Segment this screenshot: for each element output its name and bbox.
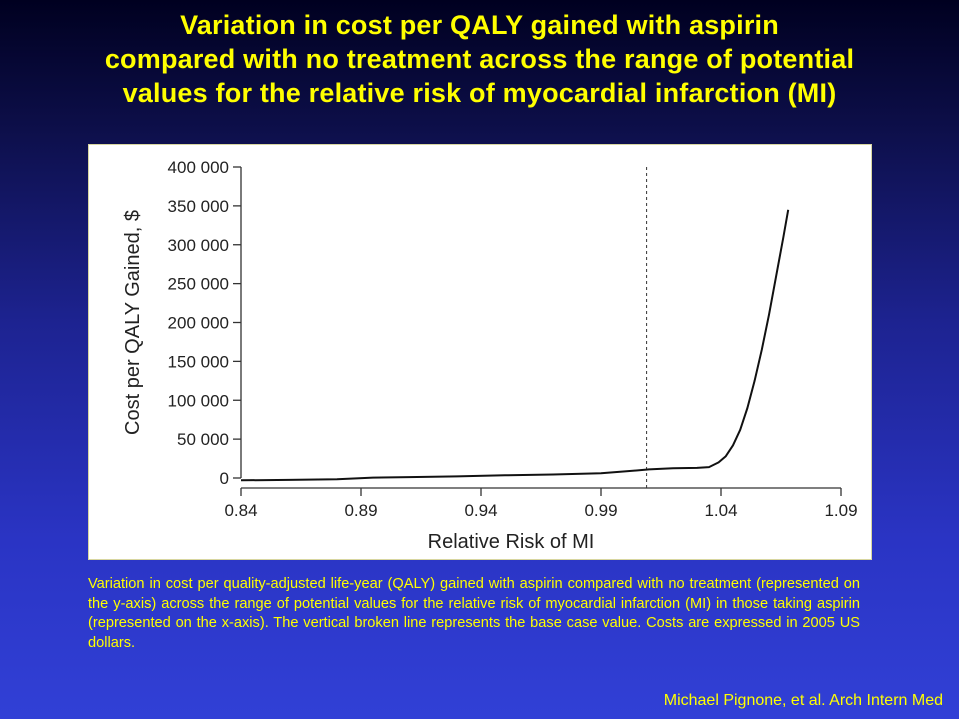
- x-tick-label: 0.94: [464, 501, 497, 520]
- y-tick-label: 0: [220, 469, 229, 488]
- x-tick-label: 1.04: [704, 501, 737, 520]
- y-axis-title: Cost per QALY Gained, $: [122, 210, 144, 435]
- x-tick-label: 0.89: [344, 501, 377, 520]
- slide-title: Variation in cost per QALY gained with a…: [0, 8, 959, 110]
- y-tick-label: 300 000: [168, 236, 229, 255]
- chart-panel: 0 50 000 100 000 150 000 200 000 250 000 300 0…: [88, 144, 872, 560]
- y-tick-label: 200 000: [168, 314, 229, 333]
- y-tick-label: 400 000: [168, 158, 229, 177]
- y-tick-label: 150 000: [168, 352, 229, 371]
- source-credit: Michael Pignone, et al. Arch Intern Med: [663, 692, 943, 709]
- x-axis: 0.84 0.89 0.94 0.99 1.04 1.09: [224, 487, 858, 520]
- title-line-1: Variation in cost per QALY gained with a…: [180, 10, 779, 40]
- x-tick-label: 1.09: [824, 501, 857, 520]
- title-line-3: values for the relative risk of myocardi…: [122, 78, 837, 108]
- y-tick-label: 50 000: [177, 430, 229, 449]
- title-line-2: compared with no treatment across the ra…: [104, 44, 855, 74]
- x-tick-label: 0.84: [224, 501, 257, 520]
- y-tick-label: 250 000: [168, 275, 229, 294]
- chart-marks: [240, 167, 790, 488]
- y-tick-label: 350 000: [168, 197, 229, 216]
- figure-caption: Variation in cost per quality-adjusted l…: [88, 576, 860, 651]
- y-tick-label: 100 000: [168, 391, 229, 410]
- cost-per-qaly-chart: 0 50 000 100 000 150 000 200 000 250 000 300 0…: [122, 158, 858, 553]
- series-line: [240, 209, 790, 482]
- x-axis-title: Relative Risk of MI: [428, 531, 595, 553]
- y-axis: 0 50 000 100 000 150 000 200 000 250 000 300 0…: [168, 158, 242, 488]
- x-tick-label: 0.99: [584, 501, 617, 520]
